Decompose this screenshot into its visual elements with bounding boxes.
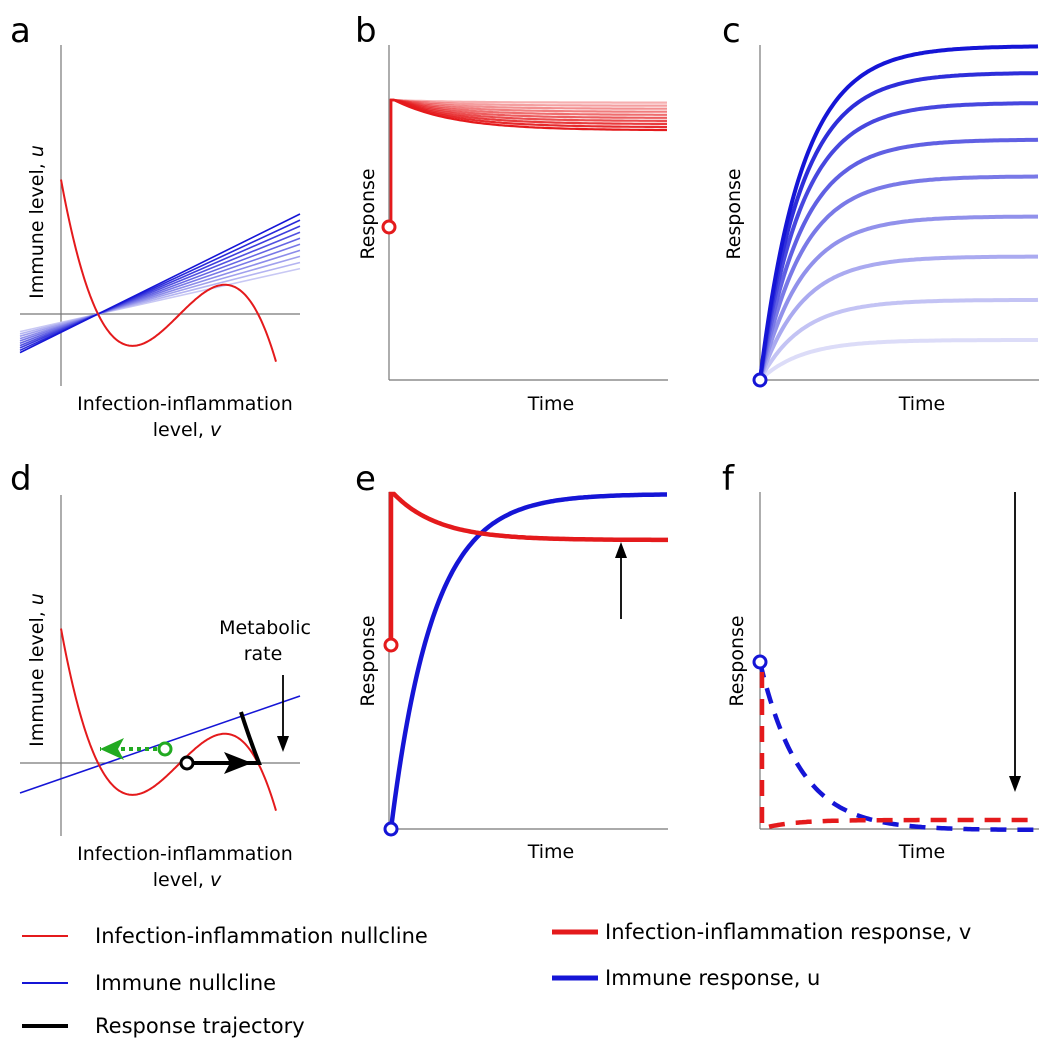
legend-label-inf-nullcline: Infection-inflammation nullcline [95, 924, 428, 948]
immune-nullcline-2 [19, 261, 301, 335]
panel-f-infection-response [759, 672, 1038, 831]
panel-e-xlabel: Time [527, 841, 575, 863]
legend-label-trajectory: Response trajectory [95, 1014, 305, 1038]
panel-e-red-start-marker [383, 637, 399, 653]
immune-response-4 [758, 214, 1038, 381]
panel-d-infection-nullcline [60, 628, 277, 811]
panel-b-infection-responses [389, 98, 667, 227]
panel-e-ylabel: Response [357, 615, 379, 706]
panel-e-immune-response [388, 492, 667, 830]
panel-d-annotation-line1: Metabolic [219, 617, 311, 639]
panel-d-black-start-marker [179, 755, 195, 771]
panel-f-xlabel: Time [898, 841, 946, 863]
immune-nullcline-3 [19, 255, 301, 337]
immune-nullcline-10 [19, 213, 301, 354]
legend-label-imm-nullcline: Immune nullcline [95, 971, 276, 995]
infection-response-6 [389, 98, 667, 227]
panel-d-ylabel: Immune level, u [26, 593, 48, 747]
infection-response-4 [389, 98, 667, 227]
panel-a-ylabel: Immune level, u [26, 145, 48, 299]
panel-d-black-trajectory [187, 711, 262, 765]
panel-e-arrowhead [615, 542, 627, 558]
infection-response-1 [389, 98, 667, 227]
panel-c-xlabel: Time [898, 393, 946, 415]
panel-c-immune-responses [758, 44, 1039, 382]
panel-f: f Response Time [722, 459, 1039, 863]
panel-f-start-marker [752, 654, 768, 670]
infection-response-7 [389, 98, 667, 227]
legend-label-inf-response: Infection-inflammation response, v [605, 920, 971, 944]
panel-letter-d: d [10, 459, 32, 499]
immune-nullcline-9 [19, 219, 301, 352]
panel-c: c Response Time [722, 11, 1039, 415]
panel-a: a Immune level, u Infection-inflammation… [10, 11, 301, 441]
immune-nullcline-1 [19, 267, 301, 333]
immune-response-6 [758, 137, 1039, 381]
immune-response-7 [758, 101, 1038, 381]
panel-d-xlabel-line1: Infection-inflammation [77, 843, 293, 865]
panel-letter-b: b [355, 11, 377, 51]
panel-b-ylabel: Response [357, 168, 379, 259]
immune-response-9 [758, 44, 1039, 381]
panel-letter-a: a [10, 11, 31, 51]
panel-e-infection-response [388, 491, 668, 645]
immune-response-8 [758, 71, 1039, 381]
panel-letter-f: f [722, 459, 735, 499]
immune-response-2 [758, 297, 1039, 381]
legend-label-imm-response: Immune response, u [605, 966, 820, 990]
panel-letter-c: c [722, 11, 741, 51]
panel-d-green-arrowhead [100, 738, 124, 760]
panel-letter-e: e [355, 459, 376, 499]
panel-d-xlabel-line2: level, v [153, 869, 222, 891]
panel-d-black-arrowhead [224, 752, 252, 774]
panel-d-green-start-marker [157, 741, 173, 757]
legend: Infection-inflammation nullcline Immune … [22, 920, 971, 1038]
panel-a-immune-nullclines [19, 213, 301, 354]
infection-response-3 [389, 98, 667, 227]
infection-response-2 [389, 98, 667, 227]
immune-response-5 [758, 174, 1038, 381]
infection-response-9 [389, 98, 667, 227]
immune-nullcline-4 [19, 249, 301, 340]
panel-a-xlabel-line2: level, v [153, 419, 222, 441]
panel-f-ylabel: Response [726, 615, 748, 706]
panel-e-blue-start-marker [383, 821, 399, 837]
panel-f-arrowhead [1009, 776, 1021, 792]
immune-nullcline-5 [19, 243, 301, 342]
panel-a-xlabel-line1: Infection-inflammation [77, 393, 293, 415]
infection-response-5 [389, 98, 667, 227]
infection-response-10 [389, 98, 667, 227]
panel-b-start-marker [381, 219, 397, 235]
panel-b-xlabel: Time [527, 393, 575, 415]
panel-b: b Response Time [355, 11, 668, 415]
immune-response-1 [758, 338, 1038, 382]
immune-nullcline-6 [19, 237, 301, 345]
immune-nullcline-7 [19, 231, 301, 347]
panel-c-ylabel: Response [723, 168, 745, 259]
immune-response-3 [758, 254, 1038, 381]
panel-d-metabolic-arrowhead [277, 736, 289, 752]
panel-c-start-marker [752, 372, 768, 388]
panel-f-immune-response [757, 661, 1038, 833]
infection-response-8 [389, 98, 667, 227]
panel-a-infection-nullcline [60, 179, 277, 362]
panel-e: e Response Time [355, 459, 668, 863]
immune-nullcline-8 [19, 225, 301, 349]
panel-d: d Metabolic rate Immune level, u Infecti… [10, 459, 311, 891]
panel-d-annotation-line2: rate [244, 643, 283, 665]
